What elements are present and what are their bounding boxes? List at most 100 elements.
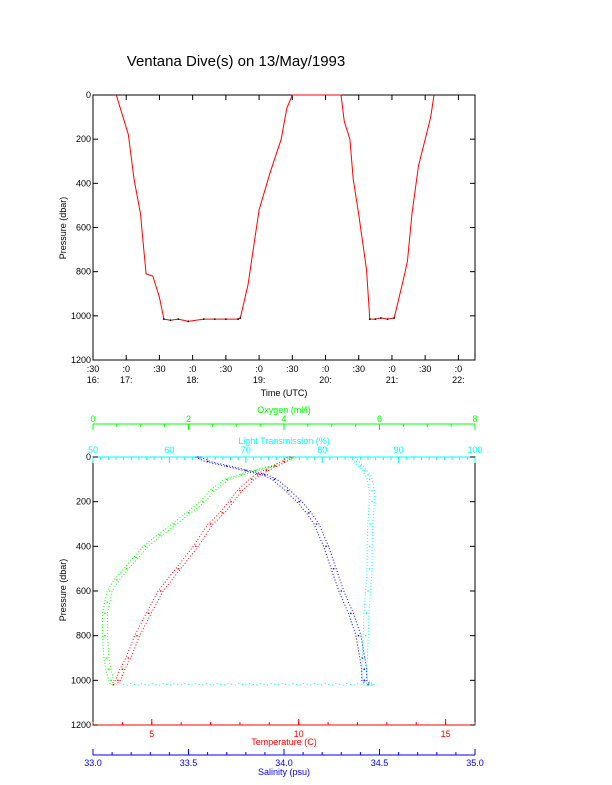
salinity-point	[264, 474, 266, 476]
transmission-point	[371, 684, 373, 686]
temperature-point	[112, 684, 115, 686]
oxygen-point	[107, 668, 110, 670]
oxygen-point	[144, 545, 147, 548]
transmission-tick-label: 80	[317, 445, 327, 455]
bottom-band-point	[216, 683, 218, 685]
salinity-point	[340, 590, 343, 592]
salinity-point	[363, 668, 366, 670]
bottom-band-point	[349, 683, 351, 685]
oxygen-point	[159, 534, 161, 536]
bottom-band-point	[353, 684, 355, 686]
oxygen-point	[173, 523, 175, 525]
oxygen-axis-label: Oxygen (ml/l)	[257, 405, 311, 415]
x-tick-label: 18:	[186, 375, 199, 385]
y-tick-label: 200	[76, 134, 91, 144]
bottom-band-point	[177, 683, 179, 685]
bottom-band-point	[148, 684, 150, 686]
transmission-point	[368, 478, 371, 481]
transmission-point	[367, 590, 369, 592]
salinity-tick-label: 34.0	[275, 758, 293, 768]
temperature-point	[250, 478, 253, 481]
oxygen-point	[254, 469, 257, 472]
temperature-point	[274, 465, 276, 467]
dive-track-point	[239, 317, 242, 319]
transmission-tick-label: 60	[164, 445, 174, 455]
dive-track-ylabel: Pressure (dbar)	[58, 197, 68, 260]
bottom-band-point	[162, 683, 164, 685]
temperature-point	[127, 657, 130, 659]
temperature-point	[256, 474, 259, 476]
bottom-band-point	[173, 683, 175, 685]
y-tick-label: 0	[86, 90, 91, 100]
x-tick-label: 16:	[87, 375, 100, 385]
x-tick-label: :30	[220, 364, 233, 374]
y-tick-label: 1000	[71, 311, 91, 321]
bottom-band-point	[259, 683, 261, 685]
bottom-band-point	[321, 684, 323, 686]
dive-track-point	[187, 320, 190, 323]
bottom-band-point	[155, 683, 157, 685]
transmission-point	[363, 469, 366, 472]
bottom-band-point	[288, 684, 290, 686]
oxygen-tick-label: 0	[90, 414, 95, 424]
bottom-band-point	[324, 683, 326, 685]
temperature-profile-line	[110, 456, 288, 686]
bottom-band-point	[205, 683, 207, 685]
transmission-tick-label: 70	[241, 445, 251, 455]
oxygen-tick-label: 2	[186, 414, 191, 424]
dive-track-point	[237, 318, 239, 321]
bottom-band-point	[310, 684, 312, 686]
salinity-profile-line	[200, 456, 371, 686]
transmission-tick-label: 90	[394, 445, 404, 455]
oxygen-point	[202, 500, 204, 503]
bottom-band-point	[191, 684, 193, 686]
bottom-band-point	[252, 683, 254, 685]
bottom-band-point	[364, 684, 366, 686]
x-tick-label: 19:	[253, 375, 266, 385]
bottom-band-point	[137, 684, 139, 686]
bottom-band-point	[241, 683, 243, 685]
dive-track-point	[379, 317, 382, 319]
profile-ylabel: Pressure (dbar)	[58, 559, 68, 622]
x-tick-label: 17:	[120, 375, 133, 385]
salinity-point	[308, 512, 310, 514]
dive-track-point	[162, 318, 165, 321]
oxygen-point	[116, 579, 118, 581]
x-tick-label: :30	[87, 364, 100, 374]
bottom-band-point	[303, 683, 305, 685]
bottom-band-point	[267, 684, 269, 686]
oxygen-tick-label: 8	[472, 414, 477, 424]
salinity-point	[225, 465, 228, 467]
x-tick-label: 22:	[452, 375, 465, 385]
salinity-point	[287, 489, 289, 492]
temperature-point	[230, 500, 232, 503]
bottom-band-point	[234, 684, 236, 686]
bottom-band-point	[357, 683, 359, 685]
salinity-point	[273, 478, 276, 481]
bottom-band-point	[238, 683, 240, 685]
temperature-tick-label: 10	[294, 729, 304, 739]
dive-track-line	[115, 94, 435, 322]
bottom-band-point	[317, 683, 319, 685]
bottom-band-point	[231, 683, 233, 685]
temperature-point	[283, 460, 285, 463]
x-tick-label: :30	[286, 364, 299, 374]
bottom-band-point	[346, 683, 348, 685]
temperature-point	[177, 567, 180, 570]
salinity-tick-label: 33.5	[180, 758, 198, 768]
transmission-axis-label: Light Transmission (%)	[238, 436, 330, 446]
x-tick-label: :30	[153, 364, 166, 374]
transmission-point	[371, 489, 373, 492]
bottom-band-point	[130, 683, 132, 685]
salinity-point	[357, 634, 360, 637]
oxygen-point	[108, 590, 111, 592]
dive-track-point	[202, 318, 205, 321]
y-tick-label: 1200	[71, 720, 91, 730]
transmission-point	[355, 460, 358, 463]
temperature-point	[117, 679, 119, 682]
temperature-point	[265, 469, 268, 472]
dive-track-point	[169, 319, 172, 322]
x-tick-label: :30	[352, 364, 365, 374]
